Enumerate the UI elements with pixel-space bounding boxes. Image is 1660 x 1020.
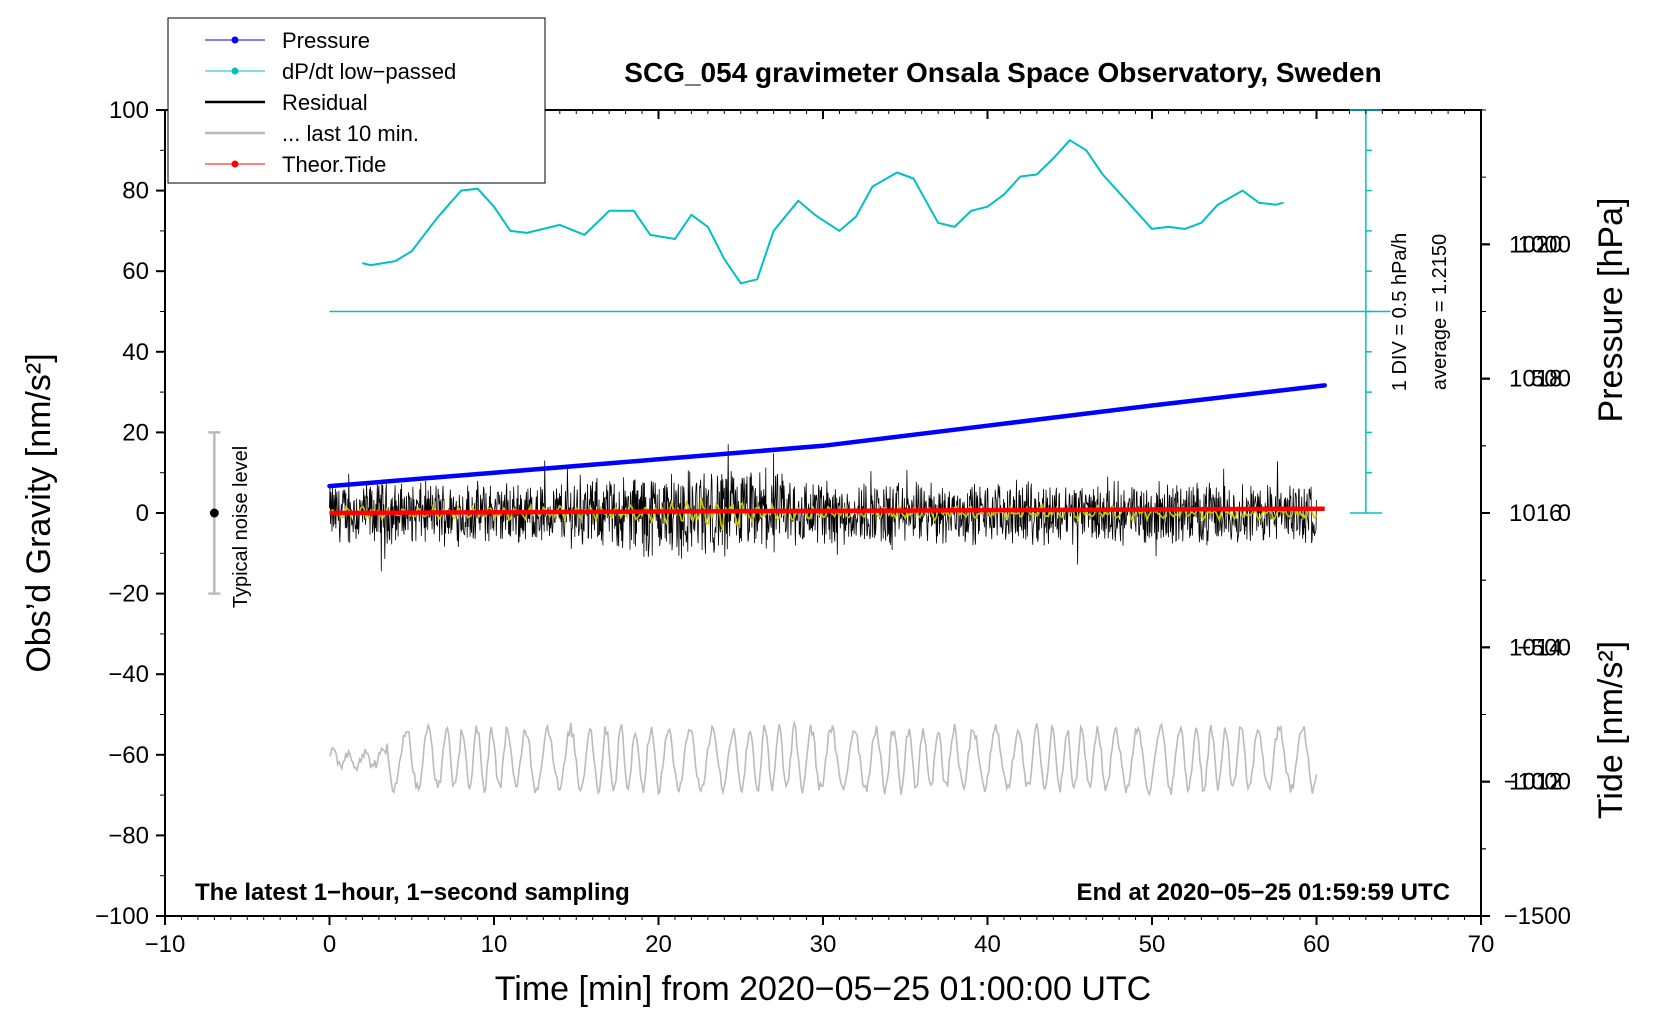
- dpdt-scale-label: 1 DIV = 0.5 hPa/h: [1389, 233, 1411, 391]
- x-tick-label: 40: [974, 931, 1001, 958]
- dpdt-average-label: average = 1.2150: [1429, 234, 1451, 390]
- legend-label-last10: ... last 10 min.: [282, 121, 419, 146]
- x-tick-label: −10: [145, 931, 186, 958]
- legend: Pressure dP/dt low−passed Residual ... l…: [167, 17, 546, 184]
- tide-tick-label: −1500: [1504, 903, 1571, 930]
- last10-series-line: [328, 720, 1318, 797]
- dpdt-series-line: [362, 139, 1284, 285]
- axes-layer: −10 0 10 20 30 40 50 60 70100806040200−20−40−60−…: [95, 97, 1571, 958]
- x-tick-label: 20: [645, 931, 672, 958]
- y-tick-label: 100: [109, 97, 149, 124]
- x-axis-title: Time [min] from 2020−05−25 01:00:00 UTC: [495, 970, 1151, 1008]
- y-tick-label: 60: [122, 258, 149, 285]
- legend-box: [167, 17, 546, 184]
- tide-tick-label: 0: [1558, 500, 1571, 527]
- legend-marker-dpdt: [231, 67, 239, 75]
- y-tick-label: −60: [108, 742, 149, 769]
- x-tick-label: 70: [1468, 931, 1495, 958]
- sampling-note: The latest 1−hour, 1−second sampling: [195, 879, 630, 906]
- x-tick-label: 10: [481, 931, 508, 958]
- pressure-tick-label: 1020: [1509, 231, 1562, 258]
- x-tick-label: 0: [323, 931, 336, 958]
- tide-tick-label: 500: [1531, 366, 1571, 393]
- legend-label-pressure: Pressure: [282, 28, 370, 53]
- chart-title: SCG_054 gravimeter Onsala Space Observat…: [624, 57, 1381, 88]
- pressure-tick-label: 1012: [1509, 769, 1562, 796]
- legend-label-tide: Theor.Tide: [282, 152, 386, 177]
- y-axis-title-pressure: Pressure [hPa]: [1592, 198, 1630, 423]
- pressure-tick-label: 1016: [1509, 500, 1562, 527]
- y-tick-label: −80: [108, 822, 149, 849]
- y-tick-label: 20: [122, 419, 149, 446]
- y-tick-label: −100: [95, 903, 149, 930]
- y-tick-label: 80: [122, 178, 149, 205]
- pressure-tick-label: 1014: [1509, 634, 1562, 661]
- x-tick-label: 60: [1303, 931, 1330, 958]
- y-tick-label: −40: [108, 661, 149, 688]
- noise-level-center-dot: [209, 508, 219, 518]
- y-tick-label: 0: [136, 500, 149, 527]
- legend-marker-pressure: [231, 36, 239, 44]
- legend-marker-tide: [231, 160, 239, 168]
- residual-series-line: [329, 444, 1317, 572]
- legend-label-dpdt: dP/dt low−passed: [282, 59, 456, 84]
- tide-tick-label: 1000: [1518, 231, 1571, 258]
- end-time-note: End at 2020−05−25 01:59:59 UTC: [1076, 879, 1450, 906]
- y-tick-label: 40: [122, 339, 149, 366]
- pressure-tick-label: 1018: [1509, 366, 1562, 393]
- tide-tick-label: −500: [1517, 634, 1571, 661]
- x-tick-label: 30: [810, 931, 837, 958]
- y-tick-label: −20: [108, 581, 149, 608]
- series-layer: [208, 109, 1391, 797]
- y-axis-title-gravity: Obs’d Gravity [nm/s²]: [20, 353, 58, 672]
- noise-level-label: Typical noise level: [230, 446, 252, 608]
- y-axis-title-tide: Tide [nm/s²]: [1592, 641, 1630, 819]
- x-tick-label: 50: [1139, 931, 1166, 958]
- pressure-series-line: [327, 383, 1327, 489]
- legend-label-residual: Residual: [282, 90, 368, 115]
- tide-tick-label: −1000: [1504, 769, 1571, 796]
- tide-series-line: [329, 506, 1325, 516]
